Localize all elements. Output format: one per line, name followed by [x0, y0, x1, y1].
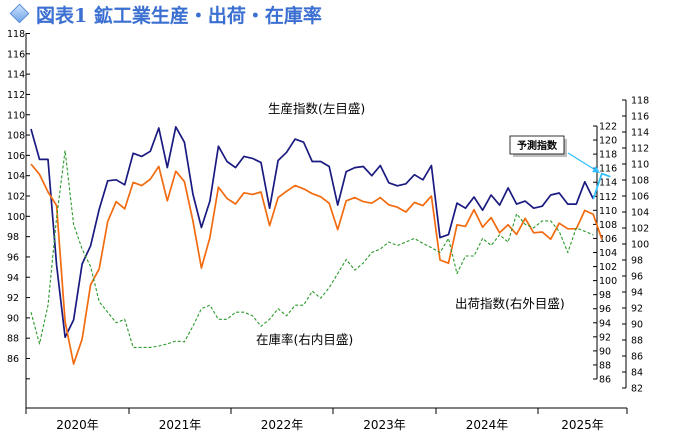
right-outer-tick-label: 86 [631, 352, 643, 363]
left-tick-label: 108 [7, 131, 25, 142]
x-axis: 2020年 2021年 2022年 2023年 2024年 2025年 [25, 407, 628, 432]
right-inner-axis: 86 88 90 92 94 96 98 100 102 104 106 108 110 112 114 11… [593, 122, 617, 386]
left-tick-label: 104 [7, 171, 25, 182]
left-tick-label: 94 [7, 273, 19, 284]
left-tick-label: 116 [7, 49, 25, 60]
x-tick-label: 2023年 [363, 418, 406, 432]
left-tick-label: 98 [7, 232, 19, 243]
right-inner-tick-label: 90 [599, 346, 611, 357]
right-inner-tick-label: 116 [599, 164, 617, 175]
right-outer-tick-label: 118 [631, 96, 649, 107]
right-inner-tick-label: 86 [599, 375, 611, 386]
left-tick-label: 102 [7, 192, 25, 203]
right-outer-tick-label: 106 [631, 192, 649, 203]
right-inner-tick-label: 112 [599, 192, 617, 203]
forecast-line [592, 172, 611, 200]
series-line-1 [30, 126, 595, 339]
series-line-3 [30, 150, 594, 348]
left-axis: 86 88 90 92 94 96 98 100 102 104 106 108 110 112 114 11… [7, 29, 30, 408]
x-tick-label: 2022年 [261, 418, 304, 432]
left-tick-label: 86 [7, 354, 19, 365]
x-tick-label: 2020年 [56, 418, 99, 432]
series-line-2 [30, 163, 603, 365]
right-outer-tick-label: 90 [631, 320, 643, 331]
right-inner-tick-label: 96 [599, 304, 611, 315]
right-inner-tick-label: 114 [599, 178, 617, 189]
right-outer-tick-label: 84 [631, 368, 643, 379]
right-outer-tick-label: 98 [631, 256, 643, 267]
right-outer-tick-label: 116 [631, 112, 649, 123]
right-outer-tick-label: 100 [631, 240, 649, 251]
series-label-inventory-ratio: 在庫率(右内目盛) [256, 332, 353, 347]
forecast-callout-label: 予測指数 [517, 139, 558, 152]
right-outer-tick-label: 96 [631, 272, 643, 283]
right-outer-tick-label: 94 [631, 288, 643, 299]
x-tick-label: 2024年 [466, 418, 509, 432]
right-outer-tick-label: 108 [631, 176, 649, 187]
right-outer-axis: 82 84 86 88 90 92 94 96 98 100 102 104 106 108 110 112 1… [622, 96, 649, 395]
forecast-arrow-line [567, 152, 598, 172]
chart-title-group: 図表1 鉱工業生産・出荷・在庫率 [9, 3, 322, 27]
right-outer-tick-label: 88 [631, 336, 643, 347]
left-tick-label: 88 [7, 334, 19, 345]
right-outer-tick-label: 104 [631, 208, 649, 219]
right-inner-tick-label: 102 [599, 262, 617, 273]
series-layer [30, 126, 611, 365]
series-label-shipment: 出荷指数(右外目盛) [455, 296, 565, 311]
right-inner-tick-label: 94 [599, 318, 611, 329]
left-tick-label: 114 [7, 70, 25, 81]
chart-title: 図表1 鉱工業生産・出荷・在庫率 [36, 4, 322, 27]
right-inner-tick-label: 104 [599, 248, 617, 259]
left-tick-label: 100 [7, 212, 25, 223]
right-outer-tick-label: 82 [631, 384, 643, 395]
left-tick-label: 118 [7, 29, 25, 40]
x-tick-label: 2025年 [561, 418, 604, 432]
series-label-production: 生産指数(左目盛) [268, 101, 365, 116]
right-outer-tick-label: 114 [631, 128, 649, 139]
forecast-callout-box [509, 135, 565, 155]
right-inner-tick-label: 88 [599, 360, 611, 371]
right-inner-tick-label: 108 [599, 220, 617, 231]
right-inner-tick-label: 106 [599, 234, 617, 245]
title-diamond-icon [9, 3, 30, 24]
right-outer-tick-label: 92 [631, 304, 643, 315]
right-outer-tick-label: 110 [631, 160, 649, 171]
right-inner-tick-label: 110 [599, 206, 617, 217]
right-inner-tick-label: 92 [599, 332, 611, 343]
annotations: 生産指数(左目盛) 出荷指数(右外目盛) 在庫率(右内目盛) 予測指数 [256, 101, 600, 347]
left-tick-label: 90 [7, 313, 19, 324]
left-tick-label: 92 [7, 293, 19, 304]
left-tick-label: 112 [7, 90, 25, 101]
right-inner-tick-label: 118 [599, 150, 617, 161]
x-tick-label: 2021年 [159, 418, 202, 432]
left-tick-label: 110 [7, 110, 25, 121]
right-outer-tick-label: 102 [631, 224, 649, 235]
right-outer-tick-label: 112 [631, 144, 649, 155]
right-inner-tick-label: 100 [599, 276, 617, 287]
left-tick-label: 106 [7, 151, 25, 162]
left-tick-label: 96 [7, 252, 19, 263]
forecast-arrow-head-icon [592, 166, 600, 173]
right-inner-tick-label: 120 [599, 136, 617, 147]
right-inner-tick-label: 122 [599, 122, 617, 133]
right-inner-tick-label: 98 [599, 290, 611, 301]
